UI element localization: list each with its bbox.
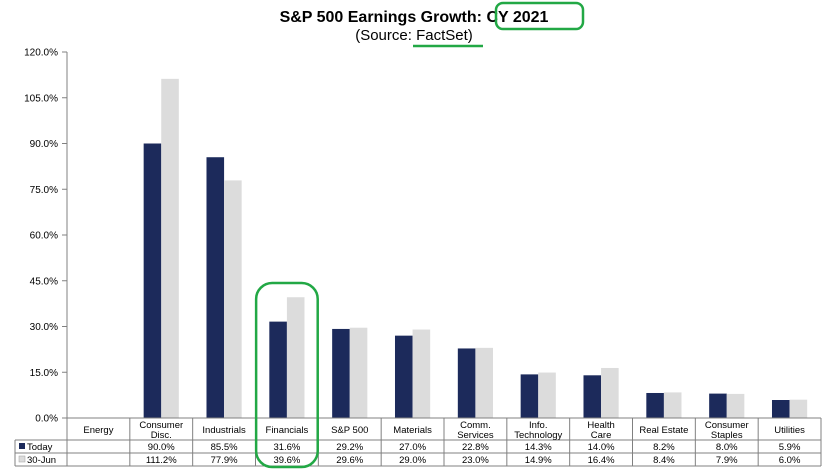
data-label: 8.0% xyxy=(716,442,738,453)
x-category-label: Energy xyxy=(83,425,113,436)
x-category-label: Technology xyxy=(514,430,562,441)
chart-title-prefix: S&P 500 Earnings Growth: xyxy=(280,9,487,26)
x-category-label: Services xyxy=(457,430,494,441)
bar-today xyxy=(143,143,162,418)
x-category-label: Comm. xyxy=(460,420,491,431)
x-category-label: Utilities xyxy=(774,425,805,436)
title-highlight-box xyxy=(494,1,585,31)
bar-30-jun xyxy=(349,327,368,418)
bar-30-jun xyxy=(538,372,556,418)
chart-subtitle-prefix: (Source: xyxy=(355,27,416,44)
chart-title: S&P 500 Earnings Growth: CY 2021 xyxy=(280,9,549,26)
data-label: 23.0% xyxy=(462,455,489,466)
x-category-label: Disc. xyxy=(151,430,172,441)
y-tick-label: 90.0% xyxy=(30,139,58,150)
bar-30-jun xyxy=(601,367,619,418)
y-tick-label: 30.0% xyxy=(30,322,58,333)
bar-30-jun xyxy=(224,180,242,418)
legend-key-today xyxy=(19,443,25,449)
bar-today xyxy=(206,157,225,418)
financials-highlight-box xyxy=(254,281,319,469)
x-category-label: Financials xyxy=(266,425,309,436)
data-label: 8.4% xyxy=(653,455,675,466)
x-category-label: Industrials xyxy=(202,425,246,436)
bar-today xyxy=(520,374,539,418)
x-category-label: Health xyxy=(587,420,614,431)
y-tick-label: 0.0% xyxy=(35,414,58,425)
x-category-label: Care xyxy=(591,430,612,441)
y-tick-label: 15.0% xyxy=(30,368,58,379)
chart-subtitle-suffix: ) xyxy=(468,27,473,44)
plot-area: 0.0% 15.0% 30.0% 45.0% 60.0% 75.0% 90.0% 105.0%… xyxy=(24,48,808,425)
data-label: 29.2% xyxy=(336,442,363,453)
bar-30-jun xyxy=(789,399,808,418)
chart-subtitle-source: FactSet xyxy=(416,27,469,44)
data-label: 29.0% xyxy=(399,455,426,466)
data-label: 8.2% xyxy=(653,442,675,453)
x-category-label: Consumer xyxy=(139,420,183,431)
chart-title-highlight: CY 2021 xyxy=(486,9,548,26)
x-category-label: Info. xyxy=(529,420,548,431)
y-tick-label: 105.0% xyxy=(24,93,58,104)
data-label: 6.0% xyxy=(779,455,801,466)
bar-today xyxy=(332,328,350,418)
legend-label-30-jun: 30-Jun xyxy=(27,455,56,466)
bar-30-jun xyxy=(475,347,494,418)
bar-30-jun xyxy=(161,78,179,418)
data-label: 29.6% xyxy=(336,455,363,466)
x-category-label: Materials xyxy=(393,425,432,436)
x-category-label: S&P 500 xyxy=(331,425,368,436)
bar-today xyxy=(394,335,413,418)
y-tick-label: 60.0% xyxy=(30,231,58,242)
y-tick-label: 45.0% xyxy=(30,276,58,287)
data-label: 5.9% xyxy=(779,442,801,453)
data-label: 14.9% xyxy=(525,455,552,466)
data-label: 31.6% xyxy=(273,442,300,453)
legend-key-30-jun xyxy=(18,455,26,463)
bar-30-jun xyxy=(726,393,745,418)
data-label: 111.2% xyxy=(146,455,177,466)
bar-30-jun xyxy=(286,297,305,418)
bar-today xyxy=(457,348,476,418)
x-category-label: Consumer xyxy=(705,420,749,431)
bar-today xyxy=(583,375,602,418)
data-label: 7.9% xyxy=(716,455,738,466)
bar-today xyxy=(646,392,664,418)
data-label: 85.5% xyxy=(211,442,238,453)
bar-today xyxy=(269,321,287,418)
data-label: 14.0% xyxy=(588,442,615,453)
bar-30-jun xyxy=(412,329,431,418)
y-tick-label: 75.0% xyxy=(30,185,58,196)
x-category-label: Staples xyxy=(711,430,743,441)
data-label: 22.8% xyxy=(462,442,489,453)
data-label: 27.0% xyxy=(399,442,426,453)
data-label: 14.3% xyxy=(525,442,552,453)
bar-today xyxy=(771,400,790,418)
data-label: 77.9% xyxy=(211,455,238,466)
legend-label-today: Today xyxy=(27,442,53,453)
bar-today xyxy=(709,393,727,418)
data-label: 39.6% xyxy=(273,455,300,466)
y-tick-label: 120.0% xyxy=(24,48,58,59)
chart-subtitle: (Source: FactSet) xyxy=(355,27,473,44)
data-label: 90.0% xyxy=(148,442,175,453)
bar-30-jun xyxy=(663,392,682,418)
highlight-overlay xyxy=(254,281,319,469)
x-category-label: Real Estate xyxy=(639,425,688,436)
data-label: 16.4% xyxy=(588,455,615,466)
